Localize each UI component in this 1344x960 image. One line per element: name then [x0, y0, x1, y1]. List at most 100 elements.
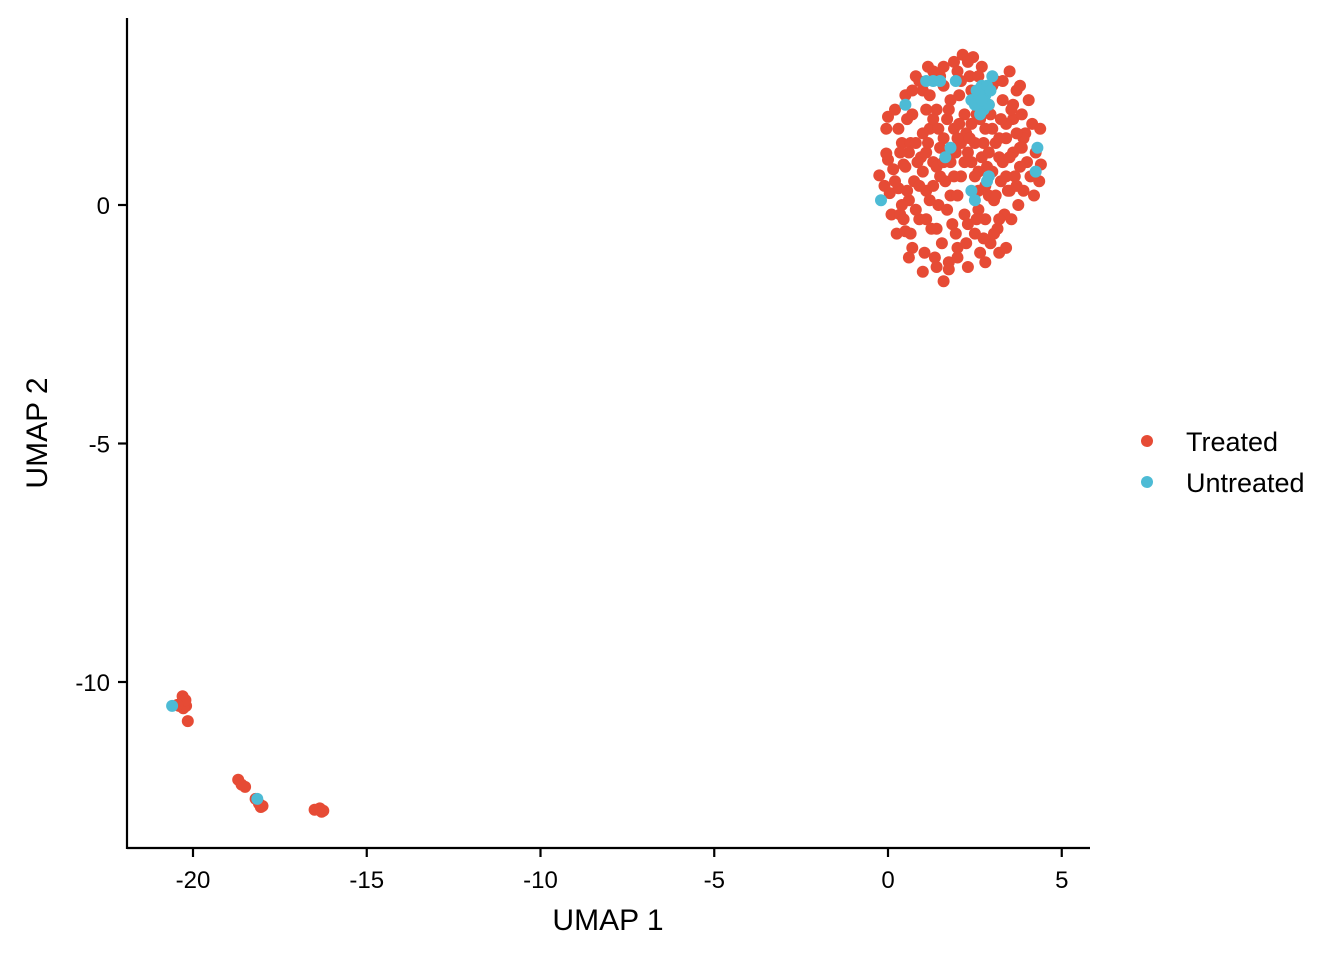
data-point	[946, 218, 959, 231]
data-point	[927, 113, 940, 126]
data-point	[875, 194, 887, 207]
data-point	[1010, 179, 1023, 192]
data-point	[963, 132, 976, 145]
data-point	[953, 117, 966, 130]
data-point	[977, 232, 990, 245]
data-point	[975, 60, 988, 73]
data-point	[979, 256, 992, 269]
data-point	[901, 184, 914, 197]
data-point	[897, 213, 910, 226]
x-tick-label: -10	[523, 867, 558, 894]
legend-label: Treated	[1186, 427, 1278, 457]
legend-key	[1141, 476, 1153, 488]
data-point	[948, 170, 960, 183]
legend-key	[1141, 435, 1153, 447]
data-point	[1005, 213, 1018, 226]
data-point	[951, 132, 964, 145]
data-point	[942, 103, 955, 116]
data-point	[984, 84, 997, 97]
data-point	[911, 156, 924, 169]
data-point	[977, 137, 990, 149]
data-point	[181, 715, 194, 728]
data-point	[1014, 160, 1026, 173]
data-point	[961, 261, 974, 273]
data-point	[974, 246, 987, 259]
data-point	[251, 792, 264, 805]
data-point	[928, 251, 941, 264]
data-point	[960, 237, 973, 250]
data-point	[1003, 151, 1016, 164]
data-point	[1012, 199, 1025, 211]
data-point	[942, 263, 955, 276]
data-point	[899, 160, 912, 173]
data-point	[986, 70, 999, 83]
series-untreated	[166, 70, 1044, 805]
y-tick-label: -5	[89, 432, 110, 459]
x-tick-label: 5	[1055, 867, 1068, 894]
data-point	[1003, 65, 1016, 78]
data-point	[949, 227, 962, 240]
data-point	[996, 75, 1009, 87]
data-point	[930, 261, 943, 273]
data-point	[1015, 141, 1028, 154]
data-point	[895, 199, 908, 211]
data-point	[993, 213, 1006, 226]
data-point	[922, 137, 934, 149]
data-point	[887, 163, 900, 176]
data-point	[913, 179, 926, 192]
data-point	[944, 141, 957, 154]
data-point	[916, 165, 929, 178]
data-point	[1000, 170, 1013, 183]
data-point	[920, 103, 933, 116]
data-point	[961, 146, 974, 159]
data-point	[982, 146, 995, 159]
data-point	[975, 94, 988, 107]
y-tick-label: 0	[97, 193, 110, 220]
data-point	[918, 246, 931, 259]
data-point	[873, 169, 886, 182]
data-point	[906, 241, 919, 254]
data-point	[939, 151, 952, 164]
data-point	[937, 60, 950, 73]
data-point	[993, 132, 1006, 145]
data-point	[958, 156, 971, 169]
data-point	[909, 137, 922, 149]
data-point	[979, 213, 992, 226]
data-point	[1028, 189, 1040, 202]
x-tick-label: -15	[349, 867, 384, 894]
data-point	[906, 108, 919, 121]
data-point	[1033, 175, 1046, 188]
data-point	[994, 113, 1007, 126]
data-point	[989, 189, 1002, 202]
data-point	[892, 122, 905, 135]
data-point	[920, 146, 933, 159]
legend-label: Untreated	[1186, 468, 1305, 498]
data-point	[317, 804, 330, 817]
data-point	[988, 227, 1000, 240]
data-point	[934, 75, 947, 87]
data-point	[937, 132, 950, 145]
data-point	[930, 222, 943, 235]
data-point	[927, 65, 940, 78]
data-point	[895, 137, 908, 149]
data-point	[948, 55, 960, 68]
data-point	[979, 122, 992, 135]
data-point	[1029, 165, 1042, 178]
data-point	[1000, 241, 1013, 254]
data-point	[961, 55, 974, 68]
data-point	[1014, 79, 1026, 92]
data-point	[982, 170, 995, 183]
data-point	[902, 146, 915, 159]
data-point	[880, 122, 893, 135]
data-point	[889, 175, 901, 188]
data-point	[1015, 108, 1028, 121]
data-point	[951, 65, 964, 78]
data-point	[934, 170, 947, 183]
data-point	[951, 251, 964, 264]
data-point	[1010, 127, 1023, 140]
data-point	[970, 213, 983, 226]
data-point	[889, 103, 901, 116]
data-point	[941, 113, 954, 126]
